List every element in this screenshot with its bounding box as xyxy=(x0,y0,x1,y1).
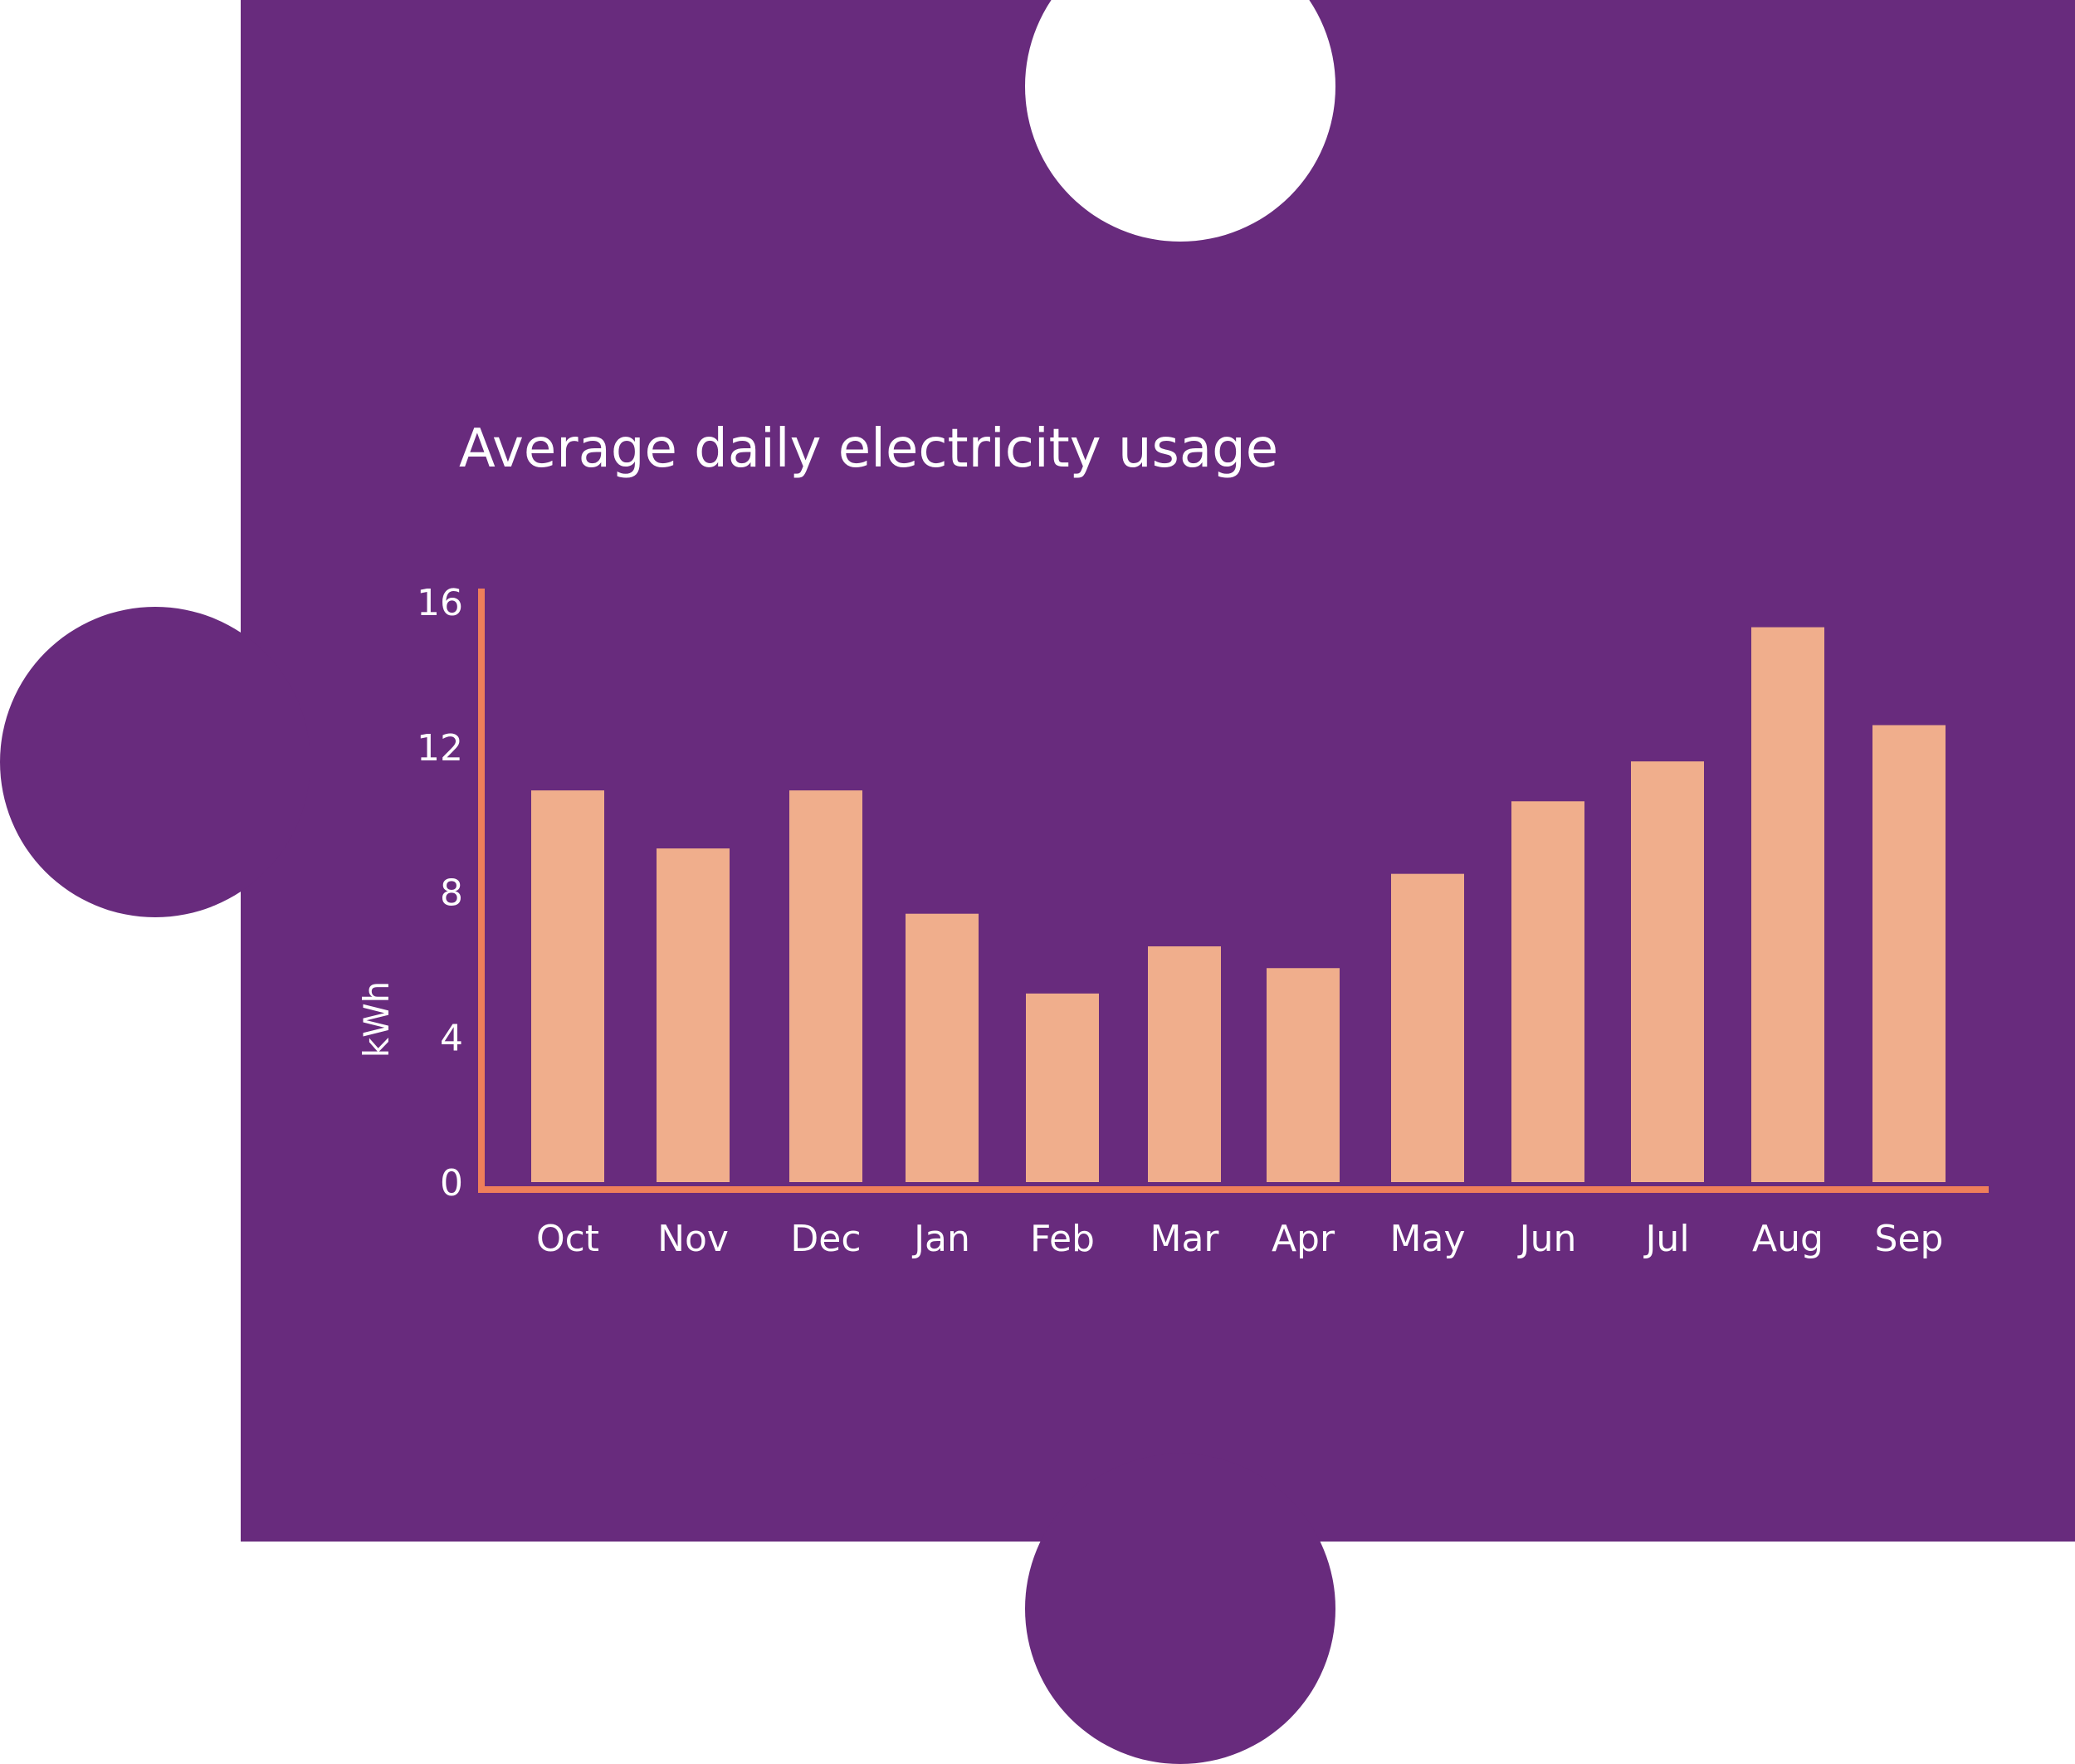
puzzle-left-knob xyxy=(0,607,310,917)
bar-oct xyxy=(531,790,604,1182)
bar-jan xyxy=(906,913,979,1182)
x-tick-label: Apr xyxy=(1272,1218,1335,1260)
x-tick-label: Feb xyxy=(1030,1218,1095,1260)
x-tick-label: May xyxy=(1390,1218,1466,1260)
bar-jun xyxy=(1511,801,1584,1182)
y-tick-label: 8 xyxy=(440,872,463,915)
y-axis-label: kWh xyxy=(356,981,397,1058)
x-tick-label: Oct xyxy=(536,1218,599,1260)
x-tick-label: Jul xyxy=(1643,1218,1689,1260)
x-tick-label: Sep xyxy=(1875,1218,1944,1260)
bar-dec xyxy=(789,790,862,1182)
bar-feb xyxy=(1026,993,1099,1182)
bar-aug xyxy=(1751,627,1824,1182)
puzzle-top-notch xyxy=(1025,0,1335,242)
x-tick-label: Nov xyxy=(657,1218,729,1260)
bar-jul xyxy=(1631,761,1704,1182)
bar-sep xyxy=(1872,725,1946,1182)
chart-title: Average daily electricity usage xyxy=(459,418,1278,480)
x-tick-label: Aug xyxy=(1752,1218,1824,1260)
bar-may xyxy=(1391,873,1464,1182)
bar-apr xyxy=(1267,968,1340,1182)
puzzle-bottom-knob xyxy=(1025,1454,1335,1764)
y-tick-label: 4 xyxy=(440,1017,463,1059)
bar-mar xyxy=(1148,946,1221,1182)
y-tick-label: 0 xyxy=(440,1162,463,1205)
x-tick-label: Dec xyxy=(790,1218,861,1260)
bar-nov xyxy=(657,848,730,1182)
x-tick-label: Jan xyxy=(911,1218,970,1260)
y-tick-label: 12 xyxy=(417,727,463,770)
x-tick-label: Mar xyxy=(1150,1218,1219,1260)
x-tick-label: Jun xyxy=(1517,1218,1577,1260)
y-tick-label: 16 xyxy=(417,582,463,624)
